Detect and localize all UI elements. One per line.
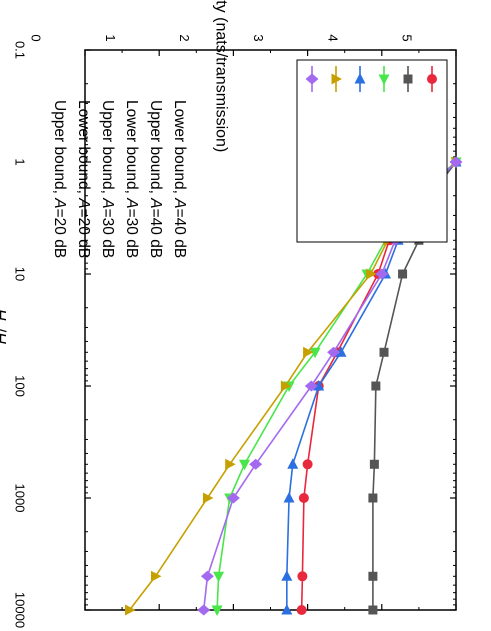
legend-marker (378, 74, 390, 85)
x-tick-label: 1000 (13, 484, 28, 513)
x-tick-label: 10 (13, 267, 28, 281)
legend-label-suffix: =30 dB (123, 209, 140, 259)
data-point (125, 604, 136, 616)
data-point (200, 570, 214, 582)
legend-label-prefix: Upper bound, (99, 100, 116, 198)
data-point (335, 346, 347, 357)
legend-label-variable: A (147, 197, 164, 208)
data-point (309, 347, 321, 359)
x-axis-title-part: / (0, 328, 8, 333)
legend-label-variable: A (51, 197, 68, 208)
legend-label-prefix: Lower bound, (123, 100, 140, 198)
data-point (379, 347, 389, 357)
data-point (398, 269, 408, 279)
data-point (226, 492, 240, 504)
data-point (239, 459, 251, 471)
data-point (449, 156, 463, 168)
y-tick-label: 2 (177, 34, 192, 41)
data-point (197, 604, 211, 616)
legend-label-prefix: Lower bound, (171, 100, 188, 198)
data-point (368, 571, 378, 581)
legend-label-prefix: Upper bound, (51, 100, 68, 198)
legend-label-suffix: =40 dB (171, 209, 188, 259)
legend-marker (305, 73, 319, 85)
x-axis-title: HB/HE (0, 309, 8, 351)
data-point (297, 571, 308, 582)
legend-entry-label: Lower bound, A=30 dB (123, 100, 140, 258)
legend-label-suffix: =40 dB (147, 209, 164, 259)
y-tick-label: 1 (103, 34, 118, 41)
legend-marker (354, 73, 366, 84)
data-point (281, 570, 293, 581)
data-point (368, 605, 378, 615)
legend-label-suffix: =20 dB (75, 209, 92, 259)
legend-label-variable: A (171, 197, 188, 208)
data-point (213, 571, 225, 583)
data-point (249, 458, 263, 470)
data-point (368, 493, 378, 503)
legend-entry-label: Upper bound, A=30 dB (99, 100, 116, 258)
data-point (225, 458, 236, 470)
data-point (369, 459, 379, 469)
legend-entry-label: Lower bound, A=40 dB (171, 100, 188, 258)
x-tick-label: 0.1 (13, 41, 28, 59)
data-point (304, 380, 318, 392)
x-tick-label: 10000 (13, 592, 28, 628)
x-axis-title-part: H (0, 332, 8, 344)
legend-entry-label: Upper bound, A=40 dB (147, 100, 164, 258)
data-point (202, 492, 214, 504)
legend-marker (427, 74, 437, 84)
data-point (280, 380, 292, 392)
data-point (371, 381, 381, 391)
legend-label-prefix: Upper bound, (147, 100, 164, 198)
y-tick-label: 4 (325, 34, 340, 41)
data-point (366, 268, 377, 280)
legend-box (296, 59, 448, 243)
x-tick-label: 1 (13, 158, 28, 165)
legend-marker (331, 73, 342, 85)
data-point (150, 570, 162, 582)
y-axis-title: Secrecy capacity (nats/transmission) (212, 0, 229, 152)
data-point (283, 492, 295, 503)
y-tick-label: 0 (29, 34, 44, 41)
data-point (313, 380, 325, 391)
data-point (281, 604, 293, 615)
legend-marker (403, 74, 413, 84)
data-point (375, 268, 389, 280)
legend-label-variable: A (75, 197, 92, 208)
y-tick-label: 3 (251, 34, 266, 41)
x-axis-title-part: H (0, 309, 8, 321)
data-point (303, 346, 314, 358)
legend-label-suffix: =20 dB (51, 209, 68, 259)
data-point (298, 493, 309, 503)
data-point (302, 459, 313, 470)
data-point (287, 458, 299, 469)
legend-entry-label: Lower bound, A=20 dB (75, 100, 92, 258)
data-point (327, 346, 341, 358)
y-tick-label: 5 (400, 34, 415, 41)
legend-label-variable: A (123, 197, 140, 208)
legend-label-prefix: Lower bound, (75, 100, 92, 198)
legend-label-variable: A (99, 197, 116, 208)
data-point (211, 605, 223, 616)
data-point (296, 605, 307, 615)
legend-entry-label: Upper bound, A=20 dB (51, 100, 68, 258)
legend-label-suffix: =30 dB (99, 209, 116, 259)
x-tick-label: 100 (13, 375, 28, 397)
